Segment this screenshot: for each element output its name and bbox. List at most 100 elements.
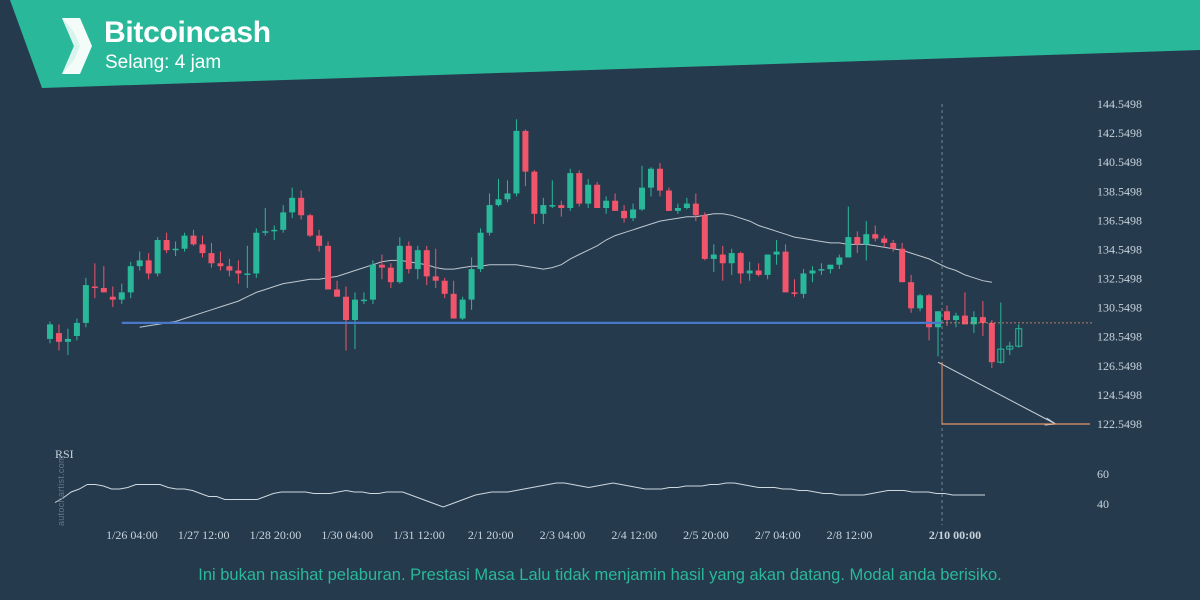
candle-body (495, 199, 502, 206)
candle-body (791, 292, 798, 294)
y-tick-label: 124.5498 (1097, 388, 1142, 402)
candle-body (73, 322, 80, 336)
candle-body (208, 253, 215, 264)
rsi-label: RSI (55, 447, 74, 461)
candle-body (217, 263, 224, 267)
x-axis-ticks: 1/26 04:00 1/27 12:00 1/28 20:00 1/30 04:00… (106, 528, 981, 542)
candle-body (136, 260, 143, 267)
candle-body (145, 260, 152, 274)
candle-body (540, 205, 547, 214)
brand-logo (62, 18, 92, 74)
candle-body (280, 212, 287, 230)
candle-body (944, 311, 950, 320)
candle-body (836, 257, 843, 265)
y-tick-label: 122.5498 (1097, 417, 1142, 431)
candle-body (298, 197, 305, 216)
candle-body (827, 264, 834, 270)
candle-body (701, 215, 708, 259)
candle-body (47, 324, 53, 339)
candle-body (988, 322, 995, 363)
y-tick-label: 144.5498 (1097, 97, 1142, 111)
candle-body (576, 173, 583, 204)
candle-body (450, 293, 457, 319)
candle-body (468, 269, 475, 300)
candle-body (961, 315, 968, 325)
ma-line (139, 213, 992, 328)
candle-body (952, 315, 959, 320)
candle-body (665, 190, 672, 211)
candle-body (235, 270, 242, 274)
candle-body (513, 130, 520, 194)
candle-body (307, 215, 314, 236)
candle-body (378, 264, 385, 268)
candle-body (199, 244, 206, 254)
candle-body (127, 266, 134, 293)
y-axis-ticks: 144.5498 142.5498 140.5498 138.5498 136.5498… (1097, 97, 1142, 431)
candle-body (585, 184, 592, 204)
candle-body (997, 348, 1005, 363)
rsi-tick-label: 60 (1097, 467, 1109, 481)
candle-body (809, 270, 816, 274)
candle-body (531, 171, 538, 214)
candle-body (692, 203, 699, 216)
rsi-panel: RSI 60 40 (54, 447, 1109, 511)
candle-body (55, 333, 62, 342)
candle-body (926, 295, 933, 328)
candle-body (818, 269, 825, 271)
candle-body (594, 184, 601, 208)
candle-body (423, 250, 430, 277)
candle-body (908, 282, 915, 309)
candle-body (854, 237, 861, 245)
y-tick-label: 136.5498 (1097, 213, 1142, 227)
candle-body (190, 235, 197, 245)
header-banner (10, 0, 1200, 88)
candle-body (773, 251, 780, 255)
y-tick-label: 132.5498 (1097, 272, 1142, 286)
candle-body (567, 173, 574, 208)
candle-body (1006, 345, 1014, 350)
candle-body (621, 210, 628, 219)
x-tick-label: 1/27 12:00 (178, 528, 230, 542)
candle-body (325, 245, 332, 290)
watermark: autochartist.com (56, 455, 66, 526)
candle-body (316, 235, 323, 246)
candle-body (172, 248, 179, 251)
interval-label: Selang: 4 jam (105, 52, 222, 73)
candle-body (432, 276, 439, 281)
candle-body (414, 250, 421, 270)
x-tick-label: 2/8 12:00 (827, 528, 873, 542)
candle-body (630, 209, 637, 219)
y-tick-label: 140.5498 (1097, 155, 1142, 169)
candle-body (728, 253, 735, 264)
candle-body (863, 234, 870, 245)
candle-body (737, 253, 744, 274)
candle-body (504, 193, 511, 200)
candle-body (226, 266, 233, 271)
candle-body (289, 197, 296, 213)
candle-body (979, 317, 986, 323)
candle-body (244, 273, 251, 275)
candle-body (656, 168, 663, 191)
candle-body (271, 229, 278, 232)
candle-body (154, 239, 161, 274)
x-tick-label: 2/10 00:00 (929, 528, 981, 542)
candle-body (881, 238, 888, 243)
x-tick-label: 2/4 12:00 (611, 528, 657, 542)
x-tick-label: 1/26 04:00 (106, 528, 158, 542)
candle-body (477, 232, 484, 270)
moving-average (139, 213, 992, 328)
candle-body (800, 273, 807, 294)
candle-body (181, 235, 188, 249)
disclaimer-text: Ini bukan nasihat pelaburan. Prestasi Ma… (198, 566, 1002, 584)
candle-body (899, 248, 906, 283)
candle-body (351, 299, 358, 320)
candle-body (405, 245, 412, 270)
candle-body (755, 270, 762, 275)
candle-body (782, 251, 789, 293)
candlestick-series (47, 119, 1023, 368)
candle-body (647, 168, 654, 188)
candle-body (262, 231, 269, 233)
candle-body (845, 237, 852, 258)
candle-body (163, 239, 170, 251)
